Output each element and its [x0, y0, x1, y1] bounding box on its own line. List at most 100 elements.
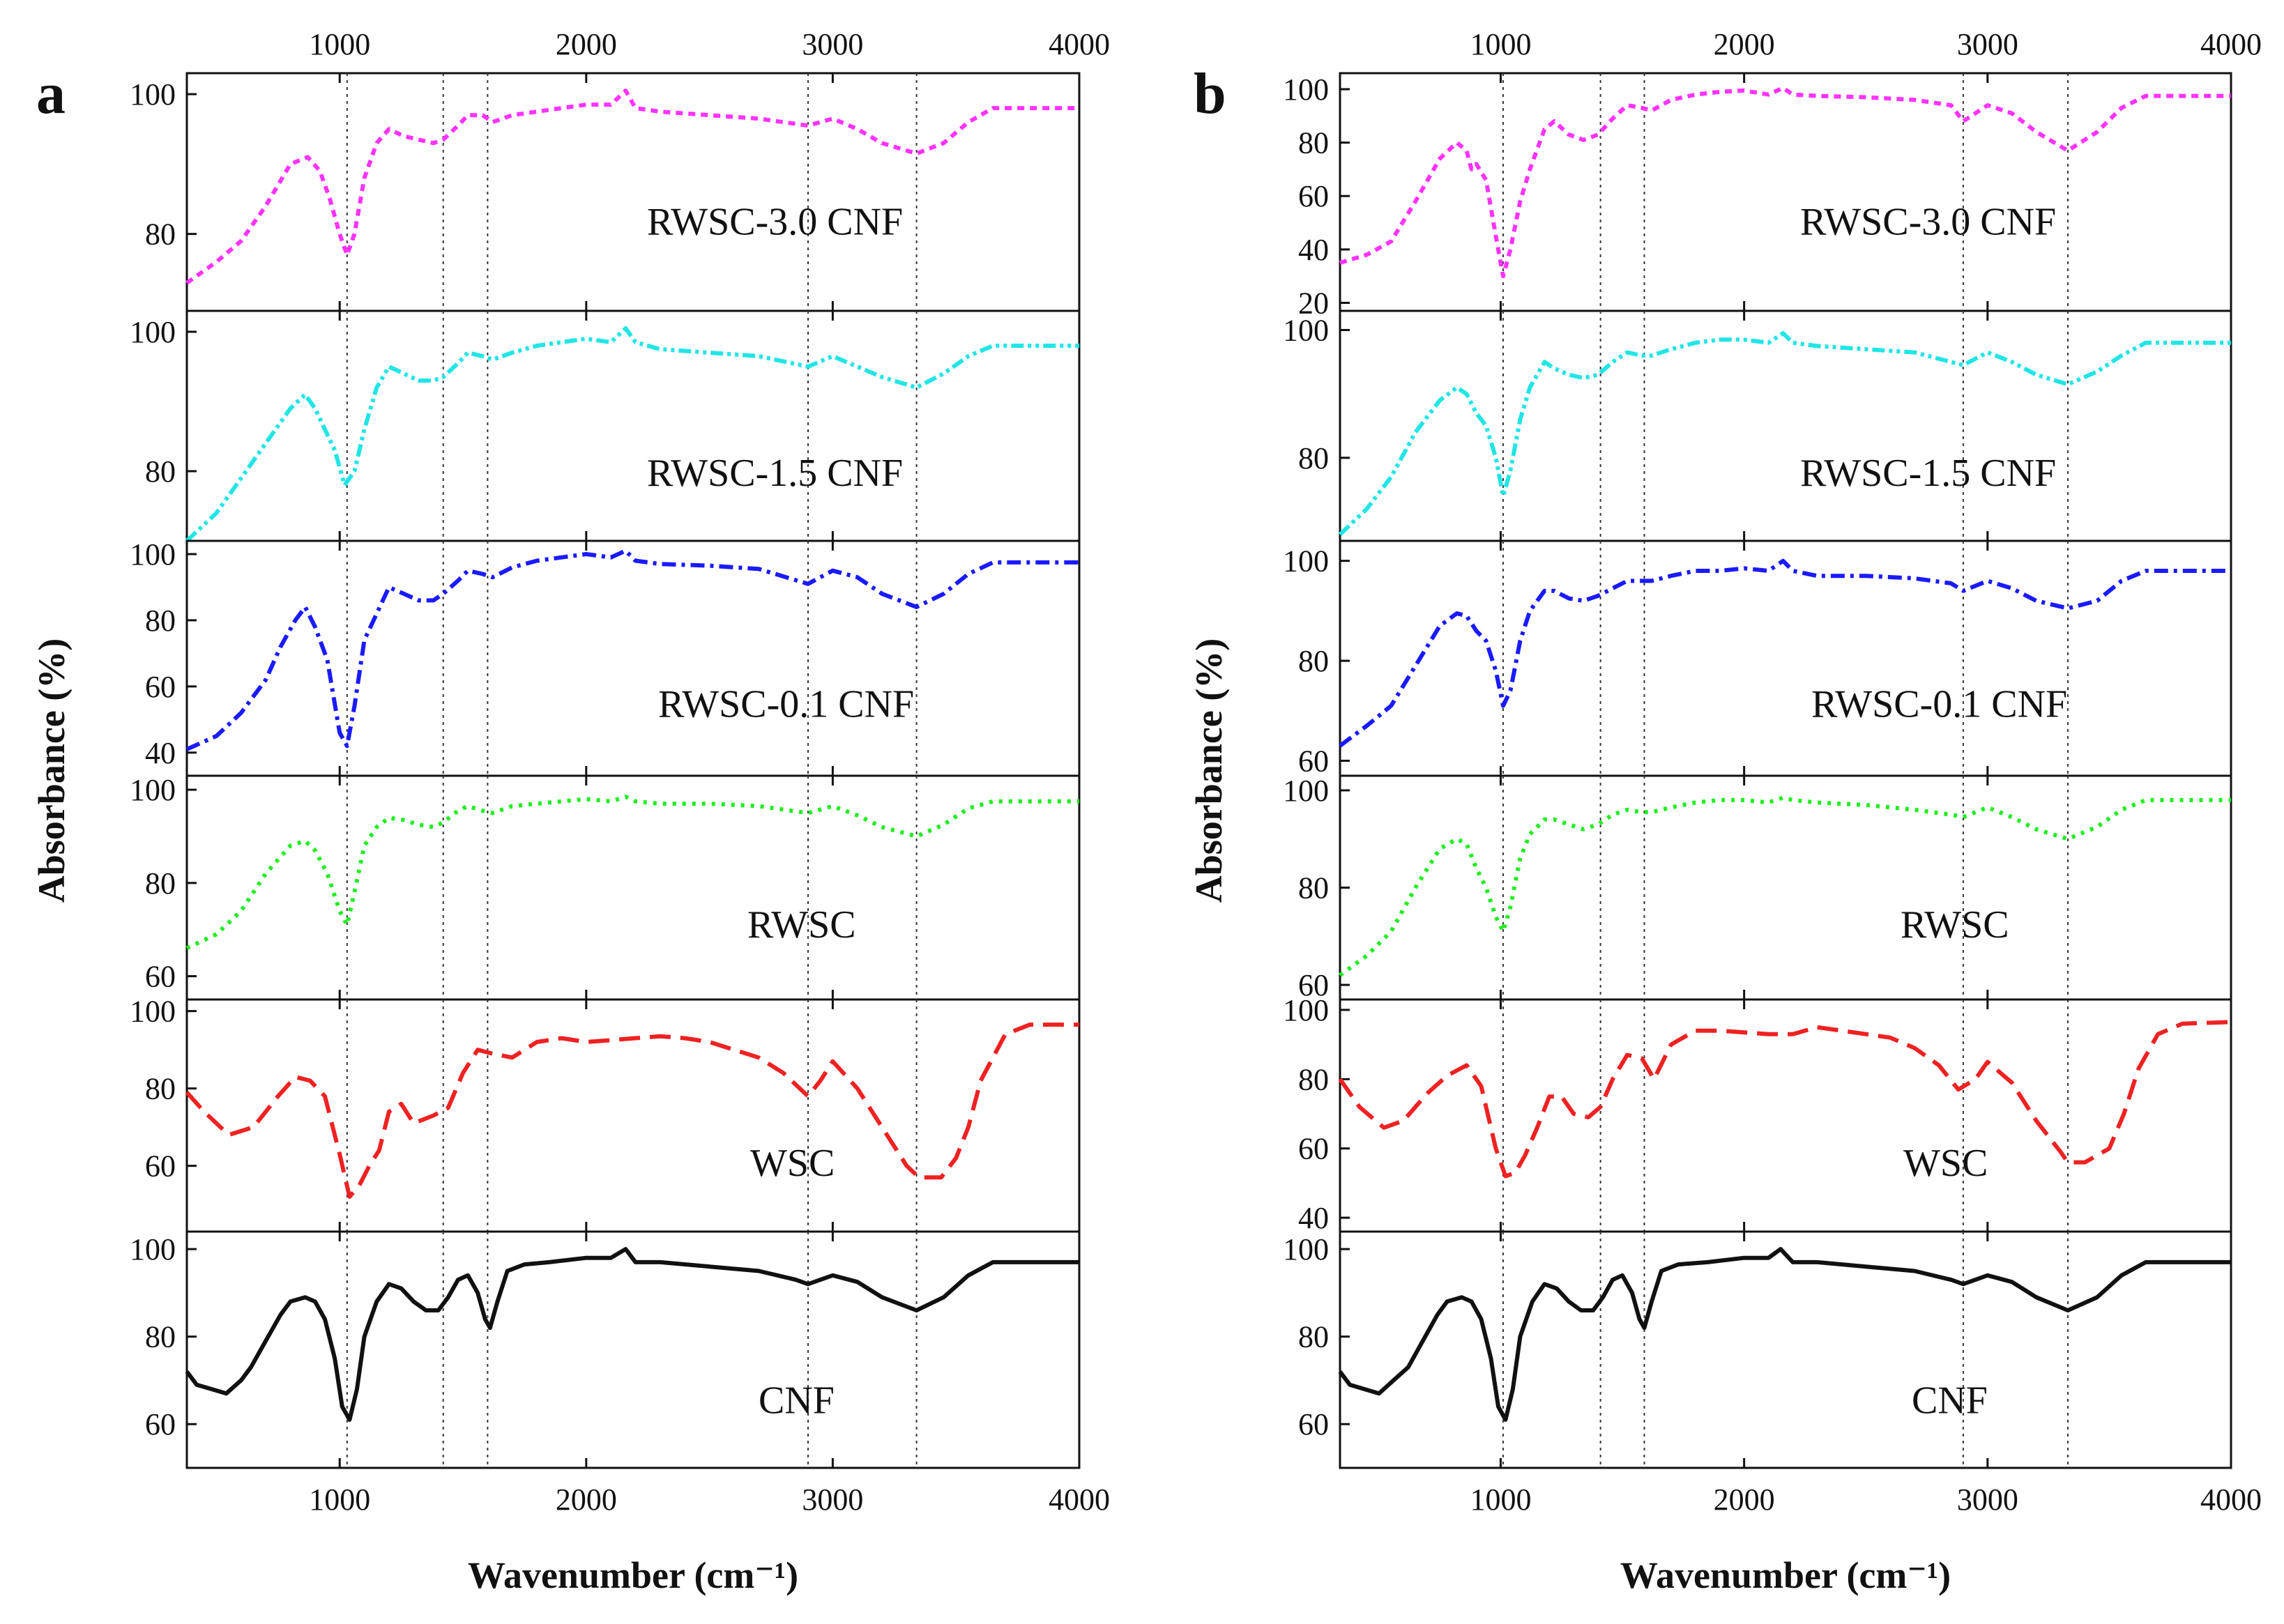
y-tick-label: 40 [1298, 233, 1329, 267]
y-tick-label: 60 [145, 1407, 176, 1441]
x-tick-label-bottom: 1000 [309, 1483, 370, 1517]
subplot-frame [1339, 72, 2232, 312]
x-tick-label-top: 4000 [1049, 27, 1110, 61]
y-tick-label: 100 [1283, 72, 1329, 107]
y-tick-label: 60 [1298, 1132, 1329, 1166]
subplot-frame [185, 539, 1081, 777]
sample-label: CNF [1912, 1379, 1988, 1423]
subplot-rwsc: 60 80 100 RWSC [130, 773, 1081, 1001]
panel-letter: b [1194, 61, 1226, 126]
subplot-rwsc-1-5-cnf: 80 100 RWSC-1.5 CNF [130, 309, 1081, 543]
spectrum-line [185, 549, 1079, 751]
subplot-frame [1339, 1230, 2232, 1469]
y-tick-label: 80 [1298, 871, 1329, 905]
sample-label: RWSC-0.1 CNF [658, 683, 914, 726]
spectrum-line [1338, 1020, 2232, 1179]
y-tick-label: 100 [1283, 993, 1329, 1027]
spectrum-line [1338, 1247, 2231, 1422]
panel-a: a Absorbance (%) Wavenumber (cm⁻¹) 1000 1000… [31, 27, 1110, 1596]
y-tick-label: 60 [145, 960, 176, 994]
x-axis-title: Wavenumber (cm⁻¹) [1620, 1554, 1951, 1596]
y-tick-label: 60 [1298, 968, 1329, 1002]
subplot-frame [185, 1230, 1081, 1469]
y-tick-label: 80 [145, 217, 176, 252]
y-tick-label: 100 [130, 1232, 176, 1266]
x-tick-label-bottom: 1000 [1470, 1483, 1531, 1517]
subplot-rwsc: 60 80 100 RWSC [1283, 774, 2232, 1002]
sample-label: RWSC-1.5 CNF [1800, 452, 2056, 495]
y-axis-title: Absorbance (%) [1188, 638, 1230, 903]
y-tick-label: 60 [1298, 1407, 1329, 1441]
y-tick-label: 60 [145, 1149, 176, 1183]
spectrum-line [185, 1022, 1079, 1199]
y-tick-label: 100 [130, 995, 176, 1029]
subplot-wsc: 40 60 80 100 WSC [1283, 993, 2232, 1235]
subplot-frame [185, 72, 1081, 312]
y-tick-label: 80 [1298, 441, 1329, 475]
subplot-cnf: 60 80 100 CNF [130, 1230, 1081, 1469]
sample-label: RWSC-1.5 CNF [647, 452, 903, 495]
y-axis-title: Absorbance (%) [31, 638, 73, 903]
spectrum-line [185, 89, 1079, 285]
subplot-frame [185, 309, 1081, 542]
subplot-rwsc-0-1-cnf: 60 80 100 RWSC-0.1 CNF [1283, 539, 2232, 778]
subplot-frame [1339, 774, 2232, 1001]
y-tick-label: 80 [145, 604, 176, 638]
x-tick-label-top: 2000 [1714, 27, 1775, 61]
y-tick-label: 40 [1298, 1201, 1329, 1235]
y-tick-label: 80 [1298, 644, 1329, 678]
spectrum-line [185, 326, 1079, 543]
x-tick-label-top: 3000 [802, 27, 863, 61]
y-tick-label: 100 [1283, 314, 1329, 348]
spectrum-line [1339, 86, 2231, 279]
subplot-frame [1339, 539, 2232, 777]
y-tick-label: 80 [145, 866, 176, 901]
sample-label: RWSC-3.0 CNF [647, 200, 903, 243]
spectrum-line [185, 795, 1079, 951]
y-tick-label: 80 [145, 1072, 176, 1106]
y-tick-label: 60 [1298, 744, 1329, 778]
y-tick-label: 80 [1298, 1062, 1329, 1096]
panel-letter: a [36, 61, 66, 126]
sample-label: RWSC-3.0 CNF [1800, 200, 2056, 243]
x-tick-label-bottom: 3000 [802, 1483, 863, 1517]
x-tick-label-top: 2000 [556, 27, 617, 61]
panel-b: b Absorbance (%) Wavenumber (cm⁻¹) 1000 1000… [1188, 27, 2262, 1596]
y-tick-label: 100 [130, 77, 176, 112]
subplot-cnf: 60 80 100 CNF [1283, 1230, 2232, 1469]
spectrum-line [1338, 331, 2231, 536]
sample-label: CNF [759, 1379, 835, 1423]
x-tick-label-top: 1000 [1470, 27, 1531, 61]
x-tick-label-top: 3000 [1957, 27, 2018, 61]
x-tick-label-bottom: 2000 [1714, 1483, 1775, 1517]
y-tick-label: 80 [145, 454, 176, 489]
x-tick-label-bottom: 4000 [1049, 1483, 1110, 1517]
y-tick-label: 80 [1298, 126, 1329, 160]
sample-label: RWSC [1901, 903, 2009, 947]
spectrum-line [1339, 558, 2231, 748]
spectrum-line [185, 1247, 1079, 1422]
sample-label: RWSC-0.1 CNF [1811, 683, 2067, 726]
x-tick-label-top: 4000 [2200, 27, 2262, 61]
subplot-rwsc-3-0-cnf: 80 100 RWSC-3.0 CNF [130, 72, 1081, 312]
y-tick-label: 60 [1298, 179, 1329, 213]
y-tick-label: 80 [145, 1320, 176, 1354]
y-tick-label: 40 [145, 736, 176, 770]
sample-label: WSC [1903, 1142, 1988, 1185]
y-tick-label: 100 [130, 773, 176, 807]
subplot-rwsc-0-1-cnf: 40 60 80 100 RWSC-0.1 CNF [130, 537, 1081, 777]
y-tick-label: 100 [130, 315, 176, 349]
y-tick-label: 20 [1298, 286, 1329, 321]
x-tick-label-bottom: 2000 [556, 1483, 617, 1517]
y-tick-label: 80 [1298, 1320, 1329, 1354]
x-tick-label-bottom: 3000 [1957, 1483, 2018, 1517]
y-tick-label: 100 [1283, 1232, 1329, 1266]
y-tick-label: 100 [1283, 774, 1329, 808]
subplot-rwsc-3-0-cnf: 20 40 60 80 100 RWSC-3.0 CNF [1283, 72, 2232, 321]
spectrum-line [1339, 795, 2231, 977]
subplot-frame [1339, 998, 2232, 1233]
subplot-rwsc-1-5-cnf: 80 100 RWSC-1.5 CNF [1283, 309, 2232, 542]
subplot-frame [185, 774, 1081, 1001]
y-tick-label: 100 [130, 537, 176, 572]
x-tick-label-bottom: 4000 [2200, 1483, 2262, 1517]
